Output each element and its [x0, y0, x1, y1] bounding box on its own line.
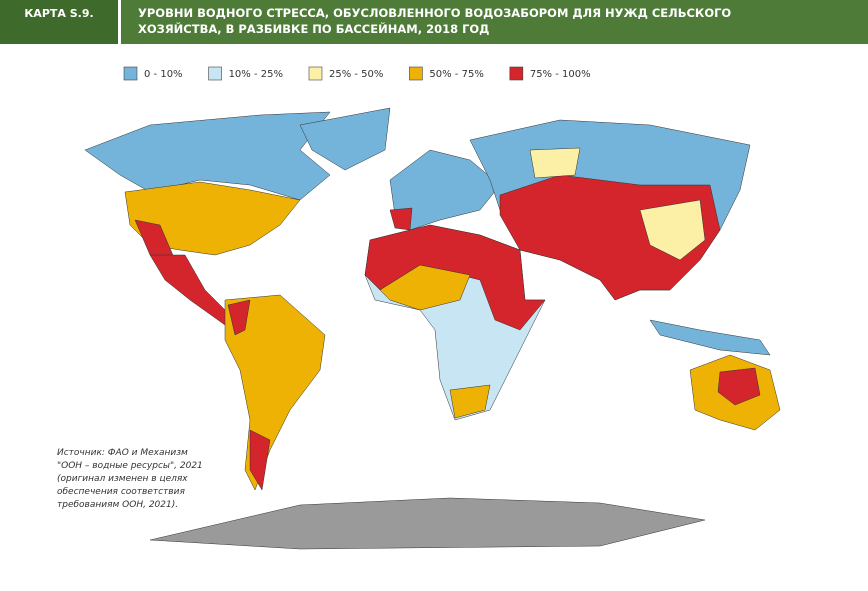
source-note: Источник: ФАО и Механизм "ООН – водные ре…: [57, 448, 203, 510]
legend-label: 10% - 25%: [229, 69, 283, 80]
source-line: "ООН – водные ресурсы", 2021: [57, 461, 203, 471]
header-bar: [0, 0, 868, 44]
greenland: [299, 107, 391, 171]
header-title: УРОВНИ ВОДНОГО СТРЕССА, ОБУСЛОВЛЕННОГО В…: [138, 6, 731, 20]
china-east: [639, 199, 706, 261]
legend-swatch: [409, 66, 423, 81]
mexico: [149, 254, 236, 326]
australia-interior: [717, 367, 761, 406]
header-divider: [118, 0, 121, 44]
indonesia: [649, 319, 771, 356]
legend-swatch: [208, 66, 222, 81]
andes: [227, 299, 271, 491]
antarctica: [149, 497, 706, 550]
kazakhstan: [529, 147, 581, 179]
legend: 0 - 10% 10% - 25% 25% - 50% 50% - 75% 75% - …: [123, 66, 591, 81]
header-label-box: [0, 0, 118, 44]
header-label: КАРТА S.9.: [24, 7, 93, 20]
legend-label: 75% - 100%: [530, 69, 591, 80]
legend-swatch: [509, 66, 524, 81]
world-map: [84, 107, 781, 550]
legend-swatch: [308, 66, 323, 81]
legend-swatch: [123, 66, 138, 81]
header-title: ХОЗЯЙСТВА, В РАЗБИВКЕ ПО БАССЕЙНАМ, 2018…: [138, 21, 489, 36]
source-line: обеспечения соответствия: [57, 487, 185, 497]
source-line: (оригинал изменен в целях: [57, 474, 188, 484]
iberia: [389, 207, 413, 231]
sahel: [379, 264, 491, 419]
source-line: Источник: ФАО и Механизм: [57, 448, 188, 458]
legend-label: 25% - 50%: [329, 69, 383, 80]
legend-label: 0 - 10%: [144, 69, 183, 80]
source-line: требованиям ООН, 2021).: [57, 500, 178, 510]
legend-label: 50% - 75%: [429, 69, 483, 80]
